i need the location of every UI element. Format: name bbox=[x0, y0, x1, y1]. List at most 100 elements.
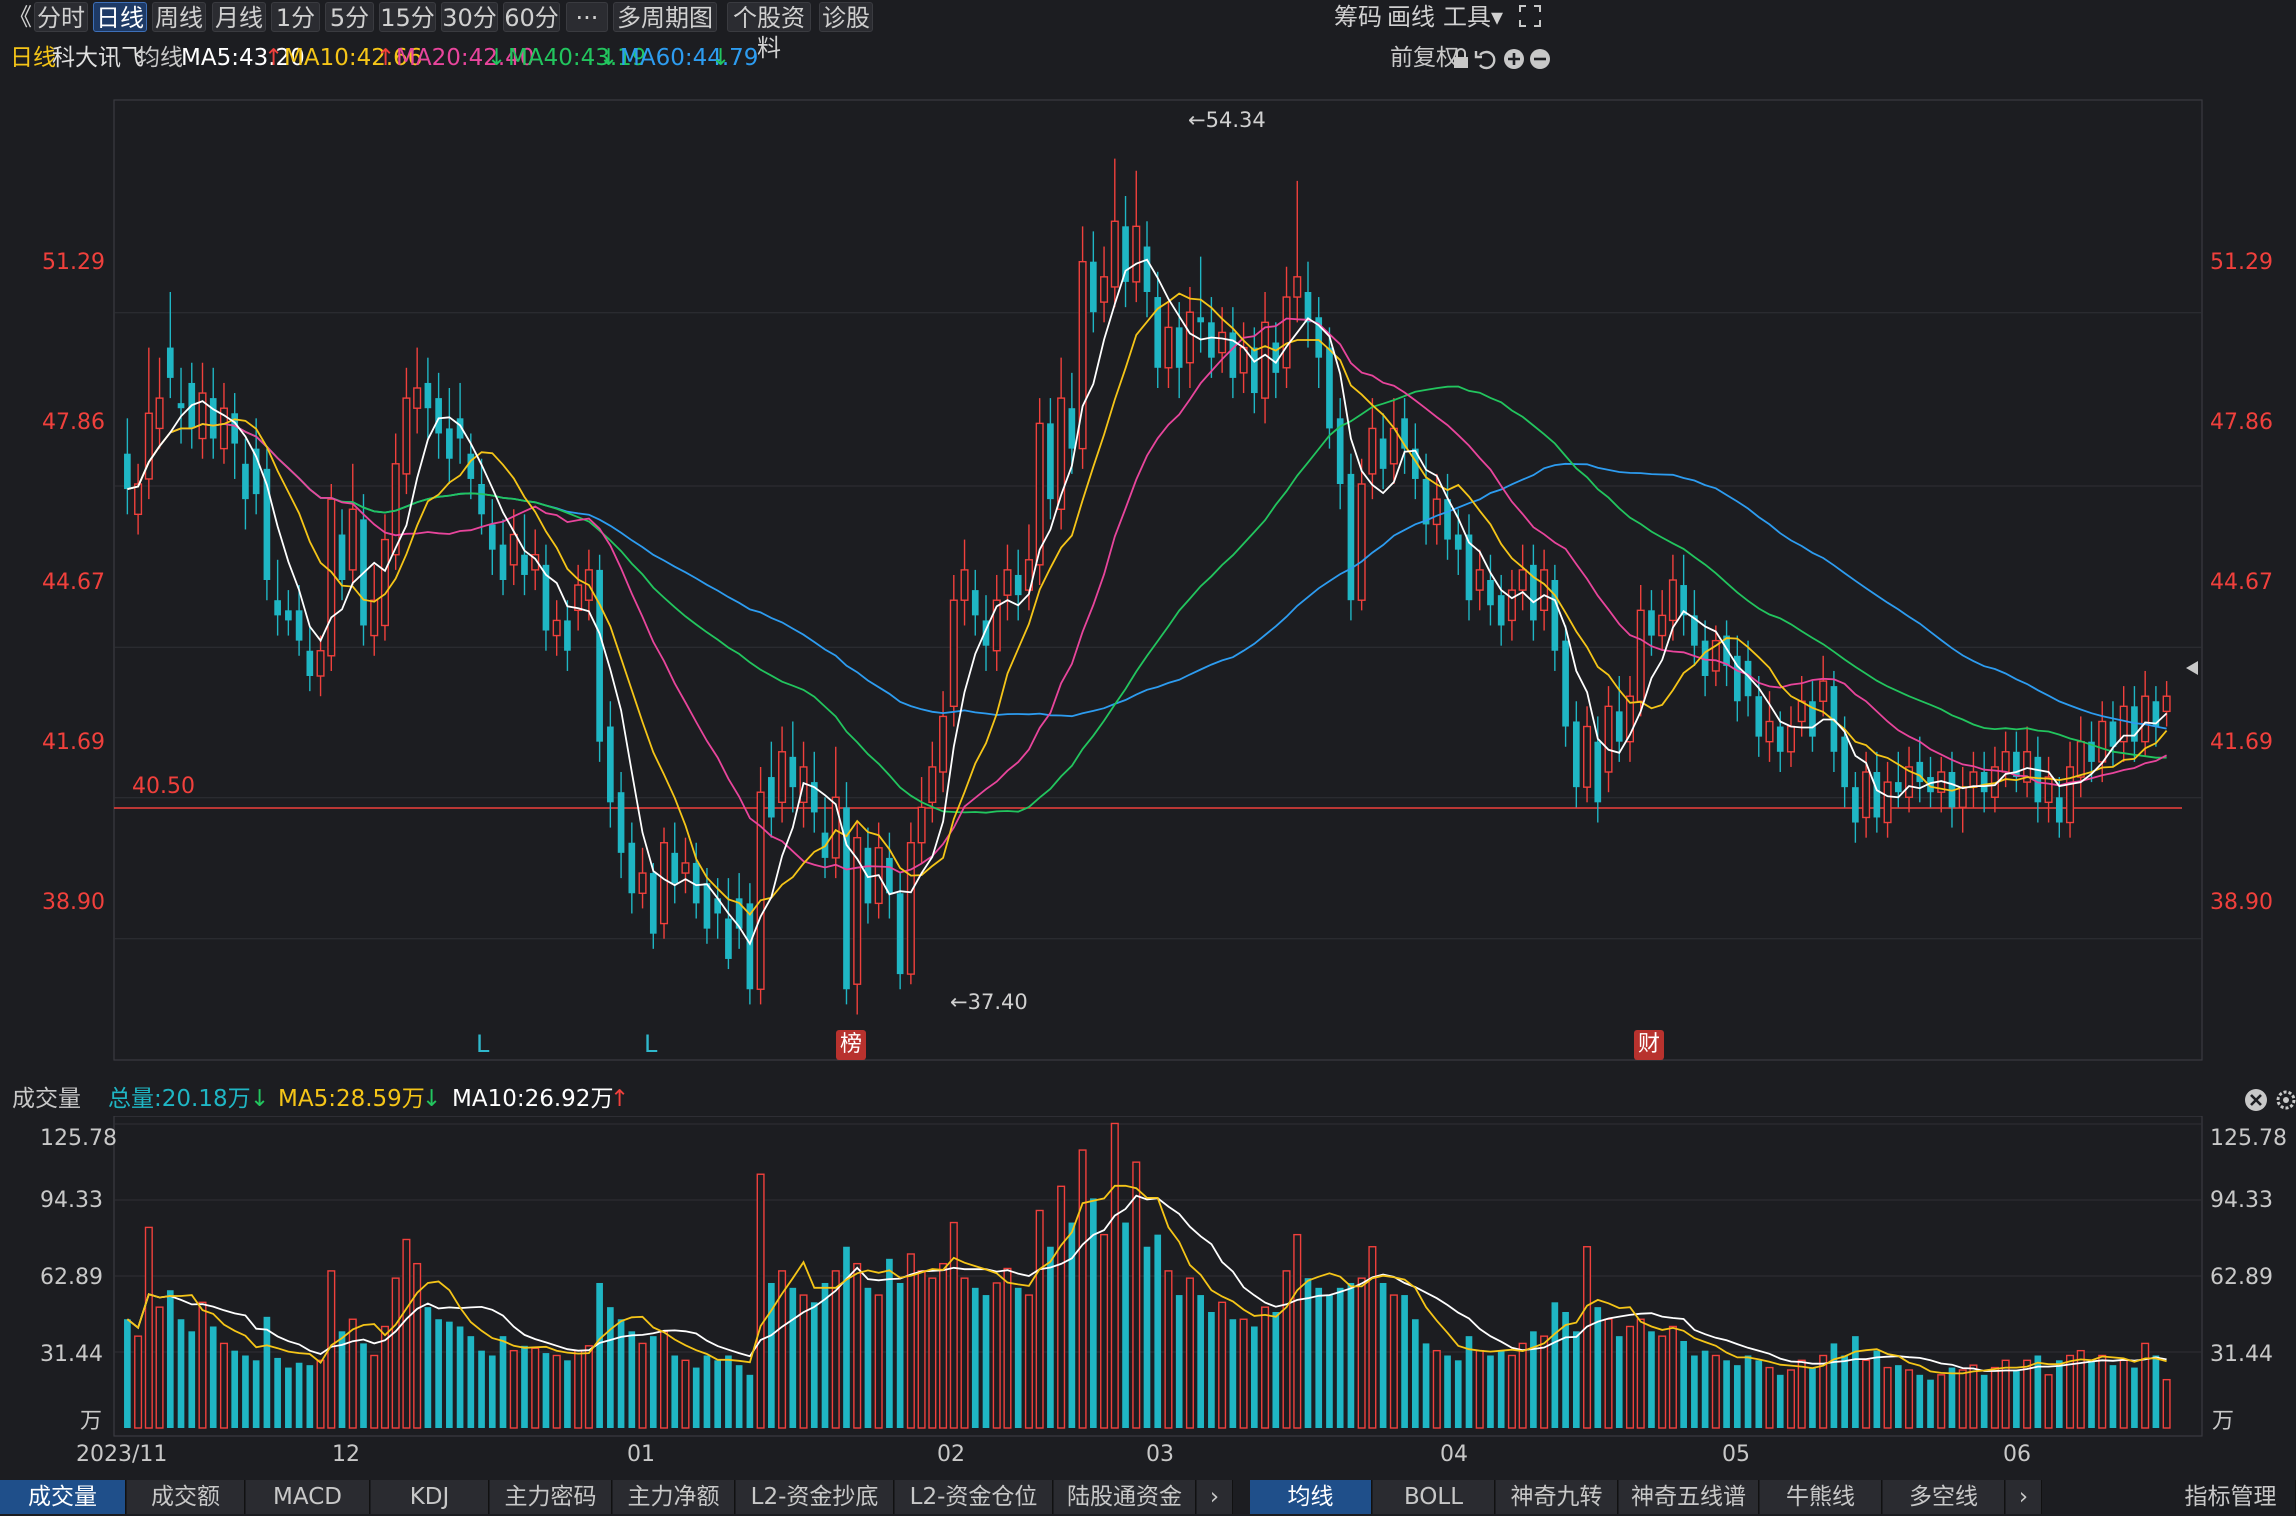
candle-body[interactable] bbox=[1143, 246, 1151, 292]
candle-body[interactable] bbox=[789, 756, 797, 788]
volume-bar[interactable] bbox=[2013, 1369, 2020, 1428]
candle-body[interactable] bbox=[1691, 615, 1698, 646]
chips-button[interactable]: 筹码 bbox=[1334, 3, 1382, 31]
candle-body[interactable] bbox=[295, 610, 303, 641]
candle-body[interactable] bbox=[1572, 721, 1580, 788]
candle-body[interactable] bbox=[467, 453, 475, 479]
volume-bar[interactable] bbox=[2034, 1355, 2042, 1428]
tab-long-short[interactable]: 多空线 bbox=[1883, 1480, 2005, 1514]
candle-body[interactable] bbox=[1648, 610, 1655, 636]
volume-bar[interactable] bbox=[2023, 1359, 2032, 1429]
volume-bar[interactable] bbox=[939, 1262, 948, 1429]
volume-bar[interactable] bbox=[124, 1319, 131, 1428]
volume-bar[interactable] bbox=[188, 1331, 196, 1428]
volume-bar[interactable] bbox=[177, 1319, 185, 1428]
volume-bar[interactable] bbox=[2109, 1365, 2117, 1428]
tab-volume[interactable]: 成交量 bbox=[0, 1480, 126, 1514]
candle-body[interactable] bbox=[1014, 574, 1022, 596]
volume-bar[interactable] bbox=[1819, 1354, 1828, 1429]
volume-bar[interactable] bbox=[209, 1326, 217, 1428]
volume-bar[interactable] bbox=[1980, 1374, 1988, 1428]
candle-body[interactable] bbox=[242, 463, 249, 500]
volume-bar[interactable] bbox=[1304, 1278, 1312, 1428]
volume-bar[interactable] bbox=[155, 1306, 164, 1429]
tab-l2-bottom[interactable]: L2-资金抄底 bbox=[736, 1480, 894, 1514]
volume-bar[interactable] bbox=[1475, 1349, 1484, 1429]
volume-bar[interactable] bbox=[1969, 1364, 1978, 1429]
volume-bar[interactable] bbox=[1711, 1354, 1720, 1429]
candle-body[interactable] bbox=[1379, 438, 1387, 469]
volume-bar[interactable] bbox=[584, 1345, 593, 1429]
candle-body[interactable] bbox=[1090, 261, 1097, 313]
volume-bar[interactable] bbox=[198, 1301, 207, 1429]
candle-body[interactable] bbox=[552, 619, 561, 637]
volume-bar[interactable] bbox=[1024, 1294, 1033, 1429]
volume-bar[interactable] bbox=[1293, 1233, 1302, 1429]
volume-bar[interactable] bbox=[285, 1367, 292, 1428]
candle-body[interactable] bbox=[1733, 655, 1741, 702]
candle-body[interactable] bbox=[843, 807, 850, 990]
volume-bar[interactable] bbox=[1315, 1287, 1323, 1428]
volume-bar[interactable] bbox=[1883, 1366, 1892, 1429]
tab-l2-position[interactable]: L2-资金仓位 bbox=[895, 1480, 1053, 1514]
candle-body[interactable] bbox=[2141, 695, 2150, 743]
volume-bar[interactable] bbox=[810, 1302, 818, 1428]
volume-bar[interactable] bbox=[1379, 1282, 1387, 1428]
candle-body[interactable] bbox=[1530, 564, 1537, 621]
zoom-in-icon[interactable] bbox=[1504, 49, 1524, 69]
volume-bar[interactable] bbox=[348, 1318, 357, 1429]
volume-bar[interactable] bbox=[1809, 1367, 1816, 1428]
volume-bar[interactable] bbox=[659, 1330, 669, 1429]
volume-bar[interactable] bbox=[874, 1294, 883, 1429]
adjust-mode[interactable]: 前复权 bbox=[1390, 45, 1459, 71]
volume-bar[interactable] bbox=[456, 1326, 464, 1428]
volume-bar[interactable] bbox=[799, 1294, 808, 1429]
candle-body[interactable] bbox=[671, 852, 679, 884]
volume-bar[interactable] bbox=[1154, 1234, 1162, 1428]
volume-bar[interactable] bbox=[2152, 1355, 2160, 1428]
candle-body[interactable] bbox=[1518, 569, 1527, 591]
volume-bar[interactable] bbox=[1251, 1326, 1258, 1428]
candle-body[interactable] bbox=[488, 524, 496, 550]
volume-bar[interactable] bbox=[725, 1355, 732, 1428]
volume-bar[interactable] bbox=[1401, 1295, 1408, 1428]
volume-bar[interactable] bbox=[2131, 1367, 2138, 1428]
candle-body[interactable] bbox=[628, 842, 636, 894]
volume-bar[interactable] bbox=[1786, 1369, 1796, 1429]
candle-body[interactable] bbox=[2162, 695, 2171, 713]
candle-body[interactable] bbox=[1905, 766, 1914, 798]
volume-bar[interactable] bbox=[2001, 1359, 2010, 1429]
candle-body[interactable] bbox=[1057, 397, 1066, 510]
volume-bar[interactable] bbox=[1990, 1366, 1999, 1429]
volume-bar[interactable] bbox=[1411, 1319, 1419, 1428]
candle-body[interactable] bbox=[896, 893, 904, 975]
volume-bar[interactable] bbox=[2088, 1360, 2095, 1428]
candle-body[interactable] bbox=[1251, 347, 1258, 394]
candle-body[interactable] bbox=[2098, 720, 2107, 763]
candle-body[interactable] bbox=[1282, 296, 1291, 369]
candle-body[interactable] bbox=[1615, 711, 1623, 742]
volume-bar[interactable] bbox=[1454, 1360, 1462, 1428]
volume-bar[interactable] bbox=[435, 1319, 442, 1428]
volume-bar[interactable] bbox=[1444, 1355, 1451, 1428]
candle-body[interactable] bbox=[1636, 609, 1645, 702]
volume-bar[interactable] bbox=[1389, 1294, 1398, 1429]
volume-bar[interactable] bbox=[1175, 1295, 1183, 1428]
candle-body[interactable] bbox=[263, 468, 271, 580]
candle-body[interactable] bbox=[413, 387, 422, 409]
tab-5min[interactable]: 5分 bbox=[325, 2, 374, 32]
tab-minute[interactable]: 分时 bbox=[34, 2, 88, 32]
candle-body[interactable] bbox=[1948, 772, 1956, 808]
candle-body[interactable] bbox=[1229, 332, 1237, 378]
volume-bar[interactable] bbox=[1916, 1374, 1924, 1428]
candle-body[interactable] bbox=[928, 766, 937, 804]
candle-body[interactable] bbox=[1625, 695, 1635, 743]
candle-body[interactable] bbox=[768, 777, 775, 818]
candle-body[interactable] bbox=[1809, 701, 1816, 737]
volume-bar[interactable] bbox=[1733, 1365, 1741, 1428]
candle-body[interactable] bbox=[2109, 721, 2117, 747]
candle-body[interactable] bbox=[886, 857, 893, 894]
volume-bar[interactable] bbox=[295, 1362, 303, 1428]
candle-body[interactable] bbox=[1862, 771, 1871, 819]
volume-bar[interactable] bbox=[274, 1357, 281, 1428]
